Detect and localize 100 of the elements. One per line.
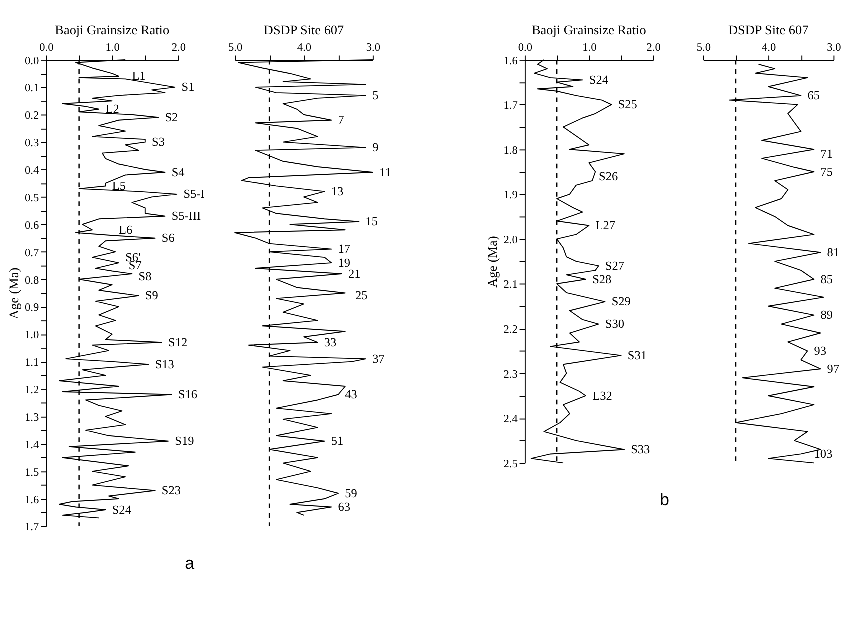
- x-tick-label: 3.0: [827, 42, 842, 54]
- y-tick-label: 0.4: [25, 165, 40, 178]
- annotation: L27: [596, 218, 616, 233]
- annotation: S1: [182, 80, 195, 94]
- annotation: S4: [172, 165, 185, 180]
- annotation: S25: [618, 98, 638, 112]
- x-tick-label: 1.0: [582, 42, 598, 54]
- annotation: S27: [605, 258, 625, 273]
- y-tick-label: 2.1: [504, 279, 518, 292]
- y-tick-label: 1.6: [504, 55, 518, 68]
- annotation: 65: [808, 88, 820, 103]
- annotation: S33: [631, 442, 650, 457]
- x-tick-label: 1.0: [106, 42, 120, 54]
- annotation: S30: [605, 317, 625, 332]
- x-tick-label: 0.0: [518, 42, 533, 54]
- annotation: S2: [165, 110, 178, 124]
- annotation: S24: [112, 502, 132, 517]
- y-tick-label: 2.5: [504, 458, 518, 470]
- annotation: 15: [366, 214, 378, 229]
- annotation: S12: [168, 335, 188, 350]
- x-tick-label: 0.0: [40, 42, 54, 54]
- annotation: S19: [175, 434, 194, 448]
- annotation: 71: [820, 146, 834, 161]
- y-tick-label: 1.2: [25, 384, 40, 396]
- annotation: 19: [338, 256, 350, 270]
- chart-title: Baoji Grainsize Ratio: [532, 22, 647, 38]
- y-tick-label: 2.0: [504, 234, 518, 246]
- annotation: 75: [820, 164, 834, 179]
- annotation: 81: [827, 245, 840, 260]
- annotation: S9: [145, 288, 158, 303]
- annotation: 93: [814, 344, 827, 358]
- text: b: [660, 490, 670, 510]
- y-tick-label: 0.9: [25, 302, 40, 314]
- annotation: L2: [106, 102, 120, 116]
- y-tick-label: 1.7: [25, 522, 40, 534]
- y-tick-label: 0.6: [25, 220, 40, 232]
- y-tick-label: 1.4: [25, 439, 40, 452]
- y-tick-label: 0.2: [25, 110, 40, 122]
- y-tick-label: 0.8: [25, 274, 40, 287]
- annotation: 33: [324, 335, 337, 350]
- annotation: S5-I: [184, 187, 205, 202]
- y-tick-label: 1.1: [25, 357, 40, 370]
- annotation: S26: [599, 169, 618, 184]
- y-tick-label: 1.6: [25, 494, 40, 506]
- y-tick-label: 1.9: [504, 190, 518, 202]
- y-tick-label: 2.2: [504, 324, 518, 336]
- annotation: 7: [338, 113, 344, 128]
- y-tick-label: 1.5: [25, 466, 40, 479]
- annotation: 37: [372, 352, 385, 366]
- x-tick-label: 3.0: [366, 42, 381, 54]
- text: a: [185, 554, 196, 573]
- annotation: S28: [592, 272, 612, 286]
- x-tick-label: 5.0: [228, 42, 243, 54]
- y-tick-label: 1.7: [504, 100, 518, 112]
- x-tick-label: 2.0: [646, 42, 662, 54]
- annotation: 85: [820, 272, 834, 286]
- annotation: 59: [345, 486, 358, 500]
- annotation: 5: [372, 88, 379, 102]
- y-tick-label: 2.4: [504, 414, 518, 426]
- y-tick-label: 1.3: [25, 412, 40, 424]
- annotation: S5-III: [172, 209, 202, 224]
- y-axis-title: Age (Ma): [485, 236, 500, 288]
- annotation: 63: [338, 500, 350, 514]
- y-tick-label: 0.3: [25, 138, 40, 150]
- annotation: 51: [331, 434, 344, 448]
- annotation: 17: [338, 242, 350, 256]
- y-axis-title: Age (Ma): [6, 268, 22, 320]
- annotation: S8: [138, 270, 152, 284]
- y-tick-label: 1.0: [25, 330, 40, 342]
- x-tick-label: 5.0: [696, 42, 712, 54]
- annotation: L6: [118, 222, 133, 237]
- annotation: 11: [380, 165, 392, 180]
- y-tick-label: 1.8: [504, 144, 518, 157]
- chart-title: Baoji Grainsize Ratio: [55, 22, 170, 38]
- chart-title: DSDP Site 607: [728, 22, 810, 38]
- chart-title: DSDP Site 607: [264, 22, 345, 38]
- annotation: L1: [132, 69, 146, 84]
- annotation: 97: [827, 362, 840, 376]
- annotation: L5: [112, 178, 126, 193]
- annotation: 103: [814, 446, 833, 461]
- annotation: S16: [178, 388, 198, 402]
- y-tick-label: 2.3: [504, 368, 518, 381]
- x-tick-label: 4.0: [297, 42, 312, 54]
- annotation: L32: [592, 388, 612, 403]
- y-tick-label: 0.5: [25, 192, 40, 204]
- annotation: 9: [372, 140, 379, 155]
- y-tick-label: 0.7: [25, 247, 40, 260]
- annotation: 89: [820, 308, 834, 322]
- annotation: S24: [589, 72, 608, 87]
- x-tick-label: 2.0: [172, 42, 186, 54]
- annotation: S13: [155, 357, 174, 372]
- annotation: 21: [348, 266, 361, 281]
- annotation: S31: [628, 348, 647, 362]
- y-tick-label: 0.0: [25, 55, 40, 68]
- x-tick-label: 4.0: [762, 42, 776, 54]
- annotation: 43: [345, 388, 358, 402]
- y-tick-label: 0.1: [25, 82, 40, 95]
- annotation: S3: [152, 135, 165, 150]
- annotation: 25: [355, 288, 368, 303]
- annotation: S29: [612, 294, 631, 309]
